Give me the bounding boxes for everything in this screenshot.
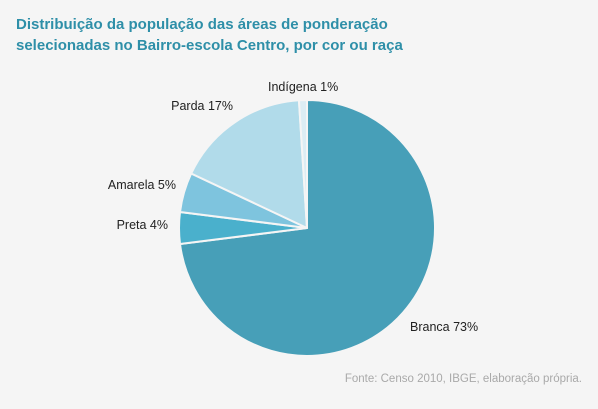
slice-label-parda: Parda 17% [171,99,233,113]
chart-title: Distribuição da população das áreas de p… [16,14,436,56]
slice-label-indigena: Indígena 1% [268,80,338,94]
slice-label-amarela: Amarela 5% [108,178,176,192]
chart-source-note: Fonte: Censo 2010, IBGE, elaboração próp… [344,373,582,385]
pie-slices [178,98,436,357]
chart-title-line-1: Distribuição da população das áreas de p… [16,16,388,33]
pie-slice-indigena [297,98,308,229]
slice-label-preta: Preta 4% [117,218,168,232]
chart-title-line-2: selecionadas no Bairro-escola Centro, po… [16,37,403,54]
pie-slice-parda [190,99,308,229]
pie-labels: Branca 73% Preta 4% Amarela 5% Parda 17% Ind… [108,80,478,334]
slice-label-branca: Branca 73% [410,320,478,334]
